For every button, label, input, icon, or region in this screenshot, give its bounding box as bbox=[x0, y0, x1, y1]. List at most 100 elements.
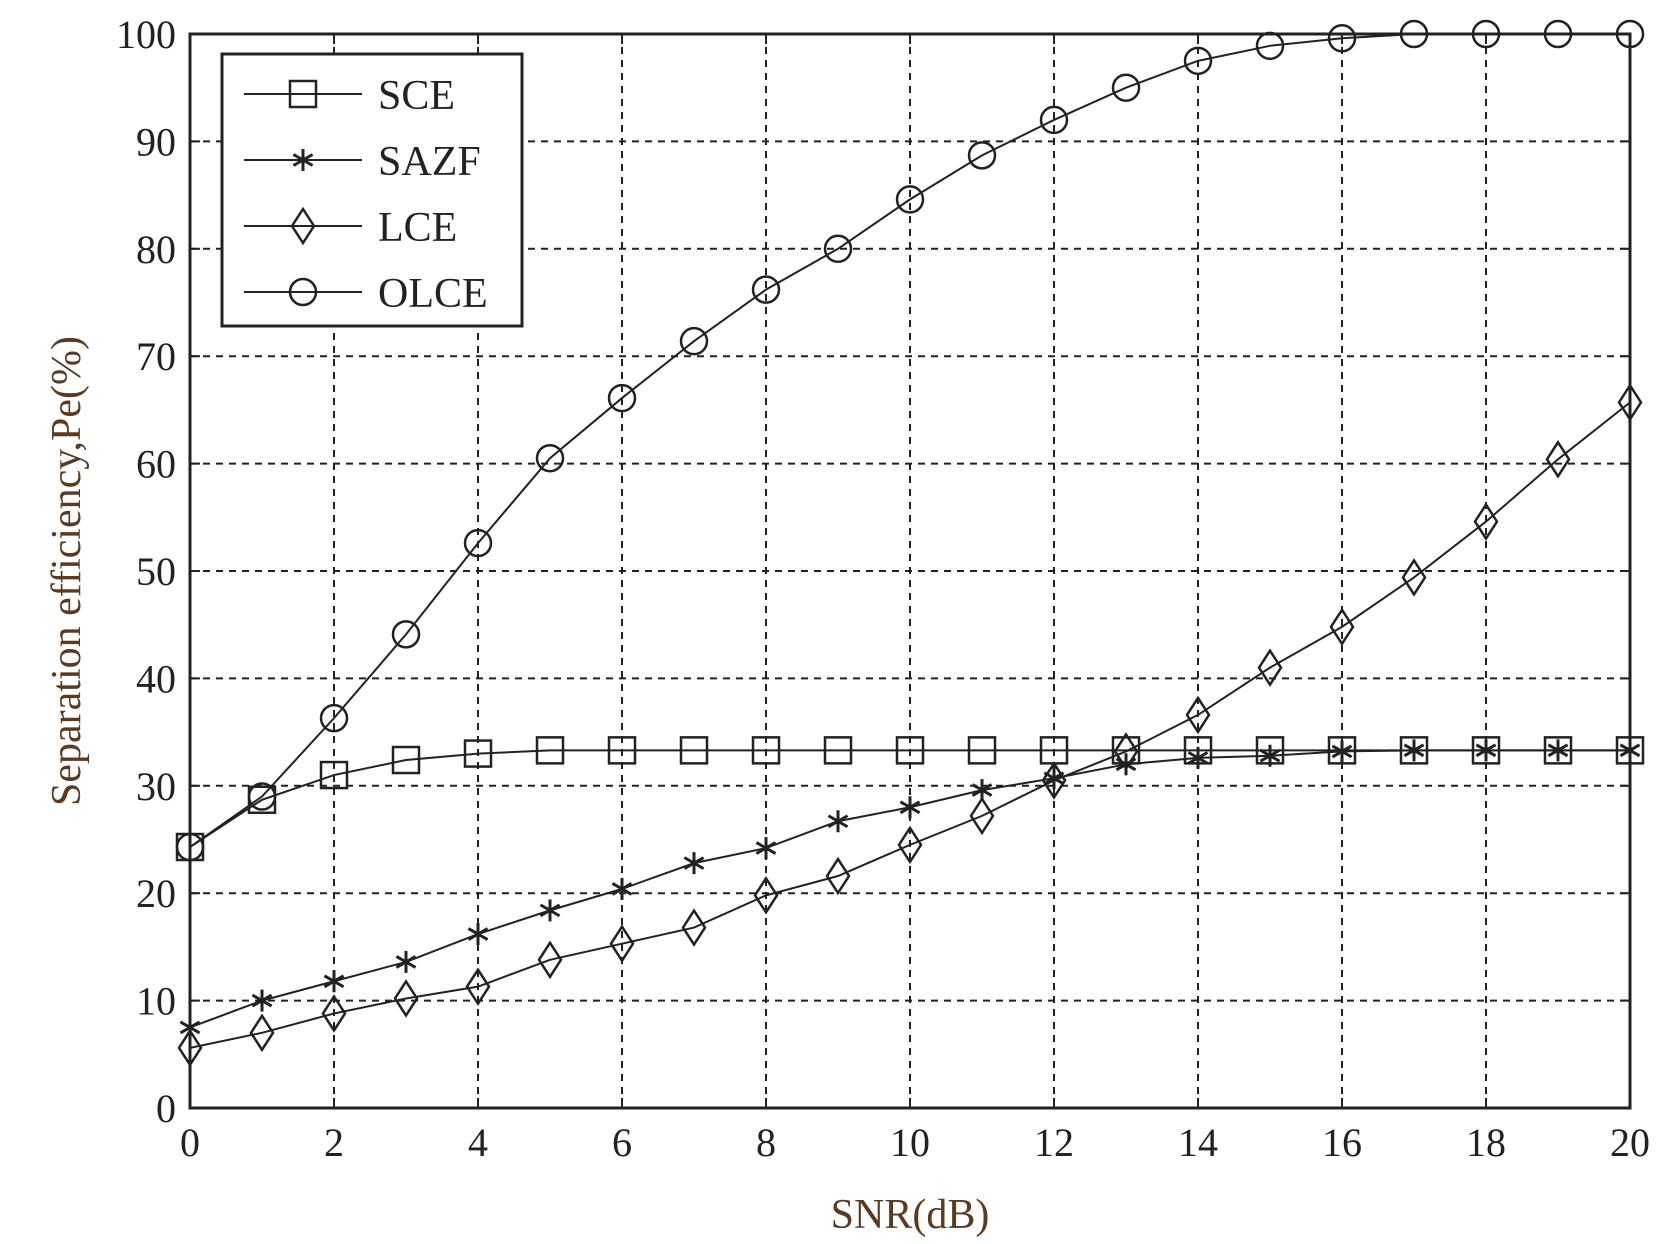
asterisk-marker bbox=[1259, 744, 1281, 767]
square-marker bbox=[823, 736, 853, 765]
diamond-marker bbox=[249, 1013, 275, 1053]
circle-marker bbox=[247, 782, 277, 811]
circle-marker bbox=[175, 832, 205, 862]
square-marker bbox=[679, 736, 709, 765]
square-marker bbox=[751, 736, 781, 765]
square-marker bbox=[391, 745, 421, 775]
asterisk-marker bbox=[899, 796, 921, 819]
square-marker bbox=[607, 736, 637, 765]
circle-marker bbox=[1039, 105, 1069, 135]
diamond-marker bbox=[177, 1028, 203, 1068]
y-tick-label: 30 bbox=[136, 764, 176, 809]
circle-marker bbox=[1327, 24, 1357, 53]
circle-marker bbox=[679, 326, 709, 356]
circle-marker bbox=[895, 185, 925, 214]
circle-marker bbox=[967, 141, 997, 170]
legend: SCE SAZF LCE OLCE bbox=[220, 52, 524, 328]
y-tick-label: 40 bbox=[136, 656, 176, 701]
x-tick-label: 20 bbox=[1610, 1120, 1650, 1165]
circle-marker bbox=[1615, 19, 1645, 49]
diamond-marker bbox=[393, 979, 419, 1018]
asterisk-marker bbox=[1619, 739, 1641, 762]
square-marker bbox=[288, 79, 318, 109]
circle-marker bbox=[751, 275, 781, 304]
x-axis-ticks: 0 2 4 6 8 10 12 14 16 18 20 bbox=[180, 34, 1650, 1165]
asterisk-marker bbox=[1187, 746, 1209, 769]
diamond-marker bbox=[825, 856, 851, 896]
grid-lines bbox=[190, 34, 1630, 1108]
legend-item-olce: OLCE bbox=[244, 271, 488, 317]
diamond-marker bbox=[1257, 648, 1283, 687]
asterisk-marker bbox=[179, 1016, 201, 1039]
y-tick-label: 10 bbox=[136, 979, 176, 1024]
y-axis-label: Separation efficiency,Pe(%) bbox=[44, 336, 90, 806]
y-tick-label: 20 bbox=[136, 871, 176, 916]
x-tick-label: 14 bbox=[1178, 1120, 1218, 1165]
diamond-marker bbox=[609, 924, 635, 963]
asterisk-marker bbox=[1403, 739, 1425, 762]
asterisk-marker bbox=[1547, 739, 1569, 762]
diamond-marker bbox=[537, 940, 563, 980]
circle-marker bbox=[607, 383, 637, 413]
asterisk-marker bbox=[1475, 739, 1497, 762]
x-tick-label: 18 bbox=[1466, 1120, 1506, 1165]
asterisk-marker bbox=[1331, 740, 1353, 763]
asterisk-marker bbox=[755, 837, 777, 860]
legend-item-sce: SCE bbox=[244, 73, 455, 119]
series-sazf bbox=[179, 739, 1641, 1039]
circle-marker bbox=[1255, 31, 1285, 61]
circle-marker bbox=[1543, 19, 1573, 49]
legend-item-sazf: SAZF bbox=[244, 139, 481, 185]
circle-marker bbox=[1183, 46, 1213, 76]
diamond-marker bbox=[1617, 383, 1643, 422]
square-marker bbox=[535, 736, 565, 765]
asterisk-marker bbox=[395, 950, 417, 973]
series-layer bbox=[175, 19, 1645, 1068]
legend-label: SAZF bbox=[378, 139, 481, 185]
legend-label: OLCE bbox=[378, 271, 488, 317]
square-marker bbox=[463, 739, 493, 768]
diamond-marker bbox=[1545, 440, 1571, 479]
series-line bbox=[189, 33, 1630, 848]
y-tick-label: 70 bbox=[136, 334, 176, 379]
diamond-marker bbox=[681, 908, 707, 947]
legend-item-lce: LCE bbox=[244, 205, 457, 251]
x-tick-label: 10 bbox=[890, 1120, 930, 1165]
y-tick-label: 0 bbox=[156, 1086, 176, 1131]
y-tick-label: 60 bbox=[136, 442, 176, 487]
x-tick-label: 6 bbox=[612, 1120, 632, 1165]
asterisk-marker bbox=[467, 923, 489, 946]
asterisk-marker bbox=[539, 899, 561, 922]
diamond-marker bbox=[1185, 695, 1211, 735]
diamond-marker bbox=[1329, 607, 1355, 647]
circle-marker bbox=[319, 703, 349, 733]
asterisk-marker bbox=[683, 852, 705, 875]
x-tick-label: 8 bbox=[756, 1120, 776, 1165]
series-line bbox=[189, 401, 1631, 1049]
y-tick-label: 100 bbox=[116, 12, 176, 57]
diamond-marker bbox=[1473, 502, 1499, 541]
circle-marker bbox=[1111, 73, 1141, 102]
circle-marker bbox=[288, 277, 318, 307]
x-tick-label: 4 bbox=[468, 1120, 488, 1165]
square-marker bbox=[967, 736, 997, 765]
circle-marker bbox=[391, 620, 421, 649]
y-axis-ticks: 0 10 20 30 40 50 60 70 80 90 100 bbox=[116, 12, 1630, 1131]
diamond-marker bbox=[1401, 558, 1427, 597]
y-tick-label: 50 bbox=[136, 549, 176, 594]
diamond-marker bbox=[465, 967, 491, 1006]
y-tick-label: 80 bbox=[136, 227, 176, 272]
diamond-marker bbox=[897, 825, 923, 865]
square-marker bbox=[319, 760, 349, 790]
x-axis-label: SNR(dB) bbox=[831, 1192, 990, 1238]
circle-marker bbox=[535, 443, 565, 473]
asterisk-marker bbox=[827, 810, 849, 833]
circle-marker bbox=[1471, 19, 1501, 49]
series-lce bbox=[177, 383, 1643, 1068]
asterisk-marker bbox=[323, 970, 345, 993]
x-tick-label: 16 bbox=[1322, 1120, 1362, 1165]
square-marker bbox=[895, 736, 925, 765]
diamond-marker bbox=[1113, 732, 1139, 771]
x-tick-label: 2 bbox=[324, 1120, 344, 1165]
